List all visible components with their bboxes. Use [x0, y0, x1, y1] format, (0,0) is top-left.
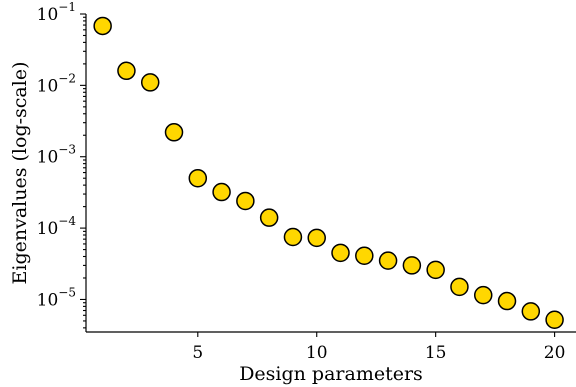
data-point — [259, 208, 279, 227]
y-tick-exponent: −5 — [58, 285, 76, 299]
y-tick-exponent: −1 — [58, 0, 76, 14]
data-point — [521, 302, 541, 321]
y-tick-base: 10 — [37, 148, 59, 168]
x-tick-label: 10 — [306, 343, 328, 363]
x-tick-label: 20 — [544, 343, 566, 363]
y-tick-exponent: −2 — [58, 71, 76, 85]
data-point — [545, 310, 564, 329]
y-tick-exponent: −3 — [58, 143, 76, 157]
axes — [85, 14, 576, 333]
data-point — [473, 285, 493, 305]
y-tick-base: 10 — [37, 219, 59, 239]
y-tick-label: 10−2 — [37, 71, 76, 96]
data-point — [164, 123, 184, 142]
data-point — [140, 73, 160, 92]
data-point — [402, 256, 422, 275]
data-point — [212, 182, 231, 202]
y-tick-label: 10−5 — [37, 285, 76, 310]
data-point — [117, 61, 136, 81]
data-point — [450, 277, 469, 297]
data-point — [307, 228, 326, 248]
y-tick-base: 10 — [37, 5, 59, 25]
x-tick-label: 5 — [192, 343, 203, 363]
x-tick-label: 15 — [425, 343, 447, 363]
x-axis-label: Design parameters — [239, 363, 423, 385]
data-point — [331, 243, 350, 263]
data-point — [426, 260, 445, 280]
y-tick-base: 10 — [37, 290, 59, 310]
y-tick-exponent: −4 — [58, 214, 76, 228]
data-point — [283, 227, 303, 247]
y-tick-label: 10−4 — [37, 214, 77, 239]
data-point — [236, 191, 255, 211]
y-tick-label: 10−3 — [37, 143, 76, 168]
data-point — [497, 291, 517, 311]
y-axis-label: Eigenvalues (log-scale) — [9, 62, 31, 285]
data-point — [188, 168, 208, 188]
x-ticks: 5 10 15 20 — [192, 332, 565, 363]
data-point — [93, 16, 112, 36]
y-tick-label: 10−1 — [37, 0, 76, 25]
y-ticks: 10−510−410−310−210−1 — [37, 0, 86, 329]
data-points — [93, 16, 564, 329]
y-tick-base: 10 — [37, 76, 59, 96]
data-point — [355, 246, 374, 265]
data-point — [378, 251, 398, 270]
